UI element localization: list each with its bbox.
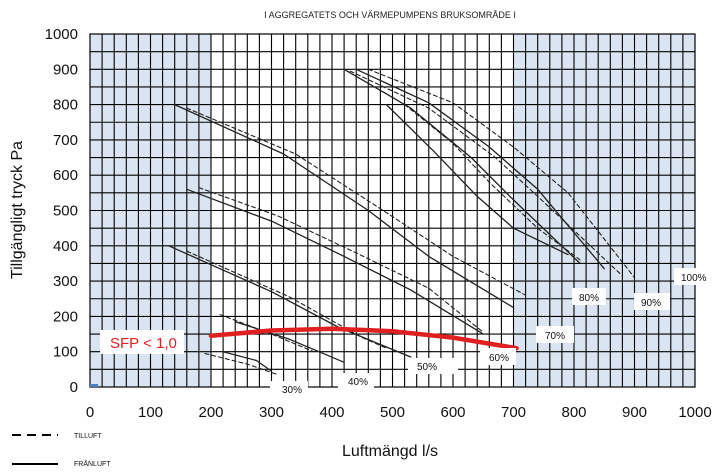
franluft-curve-50 <box>168 245 412 358</box>
y-tick-label: 800 <box>53 97 78 114</box>
y-tick-label: 700 <box>53 132 78 149</box>
x-axis-title: Luftmängd l/s <box>342 443 438 460</box>
label-40: 40% <box>348 377 368 388</box>
label-100: 100% <box>681 273 707 284</box>
label-box-30: 30% <box>270 381 308 397</box>
tilluft-curve-30 <box>204 352 279 376</box>
label-30: 30% <box>282 385 302 396</box>
x-tick-label: 700 <box>501 404 526 421</box>
y-tick-label: 300 <box>53 273 78 290</box>
x-tick-label: 300 <box>259 404 284 421</box>
label-70: 70% <box>545 331 565 342</box>
y-tick-label: 0 <box>70 379 78 396</box>
x-tick-label: 500 <box>380 404 405 421</box>
franluft-curve-30 <box>222 351 273 372</box>
sfp-label: SFP < 1,0 <box>110 335 177 352</box>
x-tick-label: 600 <box>440 404 465 421</box>
franluft-curve-60 <box>186 188 484 335</box>
y-tick-label: 1000 <box>45 26 78 43</box>
y-ticks: 0 100 200 300 400 500 600 700 800 900 1000 <box>45 26 78 396</box>
label-box-80: 80% <box>572 288 606 305</box>
y-tick-label: 100 <box>53 344 78 361</box>
label-box-50: 50% <box>408 358 458 374</box>
series-layer <box>168 68 636 376</box>
x-tick-label: 900 <box>622 404 647 421</box>
tilluft-curve-40 <box>219 314 315 353</box>
label-box-70: 70% <box>536 326 574 343</box>
y-tick-label: 500 <box>53 203 78 220</box>
label-box-40: 40% <box>338 373 374 389</box>
tilluft-curve-100 <box>367 68 636 279</box>
y-axis-title: Tillgängligt tryck Pa <box>9 141 26 279</box>
y-tick-label: 200 <box>53 308 78 325</box>
tilluft-curve-80 <box>404 104 581 261</box>
label-90: 90% <box>641 298 661 309</box>
chart-title: I AGGREGATETS OCH VÄRMEPUMPENS BRUKSOMRÅ… <box>264 10 516 20</box>
x-tick-label: 400 <box>319 404 344 421</box>
label-box-90: 90% <box>634 293 670 310</box>
y-tick-label: 900 <box>53 61 78 78</box>
plot-border <box>89 33 696 388</box>
x-tick-label: 100 <box>138 404 163 421</box>
sfp-curve <box>208 326 519 351</box>
label-box-100: 100% <box>674 268 714 285</box>
y-tick-label: 400 <box>53 238 78 255</box>
legend-solid-label: FRÅNLUFT <box>74 459 111 468</box>
x-ticks: 0 100 200 300 400 500 600 700 800 900 1000 <box>86 404 712 421</box>
label-50: 50% <box>417 362 437 373</box>
label-80: 80% <box>579 293 599 304</box>
franluft-curve-90 <box>343 68 581 265</box>
x-tick-label: 200 <box>198 404 223 421</box>
franluft-curve-70 <box>174 103 515 309</box>
tilluft-curve-50 <box>186 250 387 349</box>
tilluft-curve-60 <box>198 187 484 333</box>
franluft-curve-80 <box>385 103 569 256</box>
y-tick-label: 600 <box>53 167 78 184</box>
origin-marker <box>90 384 98 387</box>
label-box-60: 60% <box>480 348 516 365</box>
tilluft-curve-70 <box>186 107 527 296</box>
x-tick-label: 0 <box>86 404 94 421</box>
franluft-curve-100 <box>355 68 605 270</box>
x-tick-label: 800 <box>561 404 586 421</box>
legend-dashed-label: TILLUFT <box>74 433 102 440</box>
label-box-sfp: SFP < 1,0 <box>100 330 184 354</box>
label-60: 60% <box>489 353 509 364</box>
x-tick-label: 1000 <box>678 404 711 421</box>
